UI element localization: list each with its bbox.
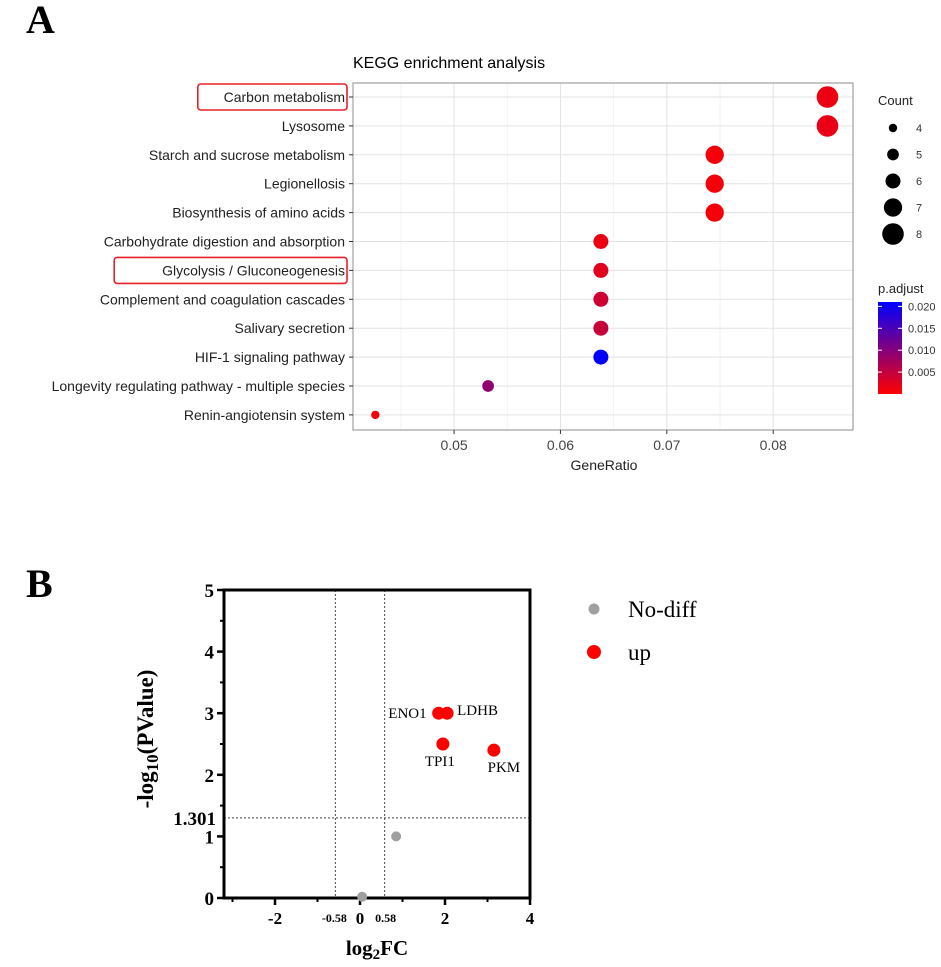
legend-label: up bbox=[628, 640, 651, 665]
data-point bbox=[440, 706, 454, 720]
panel-a-label: A bbox=[26, 0, 55, 42]
y-tick-label: Glycolysis / Gluconeogenesis bbox=[162, 262, 345, 278]
data-point bbox=[705, 145, 724, 164]
x-tick-label: 0.08 bbox=[760, 437, 787, 453]
point-label: PKM bbox=[488, 760, 521, 776]
data-point bbox=[371, 410, 380, 420]
y-axis-label-tail: (PValue) bbox=[133, 670, 158, 755]
legend-marker bbox=[588, 603, 600, 615]
y-tick-label: Renin-angiotensin system bbox=[184, 407, 345, 423]
x-axis-label: log2FC bbox=[346, 936, 408, 963]
x-axis-label: GeneRatio bbox=[571, 457, 638, 473]
colorbar-label: 0.010 bbox=[908, 345, 936, 357]
data-point bbox=[816, 86, 839, 108]
x-axis-label-tail: FC bbox=[380, 936, 408, 960]
colorbar-label: 0.015 bbox=[908, 323, 936, 335]
y-tick-label: 1 bbox=[205, 827, 215, 848]
data-point bbox=[593, 262, 609, 278]
y-tick-label: 3 bbox=[205, 704, 215, 725]
data-point bbox=[593, 234, 609, 249]
color-legend-title: p.adjust bbox=[878, 281, 924, 296]
legend-label: No-diff bbox=[628, 597, 697, 622]
y-tick-label: 0 bbox=[205, 889, 215, 910]
point-label: ENO1 bbox=[388, 706, 426, 722]
y-axis-label: -log10(PValue) bbox=[133, 670, 162, 809]
size-legend-title: Count bbox=[878, 93, 913, 108]
x-axis-label-main: log bbox=[346, 936, 373, 960]
y-tick-label: Complement and coagulation cascades bbox=[100, 291, 345, 307]
y-tick-label: Starch and sucrose metabolism bbox=[149, 147, 345, 163]
y-tick-label: Salivary secretion bbox=[235, 320, 346, 336]
chart-title: KEGG enrichment analysis bbox=[353, 55, 545, 72]
size-legend-label: 4 bbox=[916, 123, 922, 135]
data-point bbox=[357, 891, 368, 902]
y-tick-label: 5 bbox=[205, 581, 215, 602]
y-tick-label: Longevity regulating pathway - multiple … bbox=[52, 378, 345, 394]
y-tick-label: Carbohydrate digestion and absorption bbox=[104, 234, 345, 250]
size-legend-label: 5 bbox=[916, 150, 922, 162]
colorbar-label: 0.020 bbox=[908, 301, 936, 313]
data-point bbox=[593, 320, 609, 336]
data-point bbox=[705, 174, 724, 193]
x-tick-label: 0.06 bbox=[547, 437, 574, 453]
x-tick-label: 0 bbox=[356, 909, 365, 928]
y-tick-label: 2 bbox=[205, 766, 215, 787]
plot-border bbox=[352, 82, 854, 431]
x-tick-label: 0.05 bbox=[440, 437, 467, 453]
kegg-dotplot: KEGG enrichment analysis Carbon metabolis… bbox=[52, 55, 936, 473]
highlight-box bbox=[197, 83, 348, 111]
data-point bbox=[482, 380, 494, 392]
y-tick-label: HIF-1 signaling pathway bbox=[195, 349, 345, 365]
panel-b-label: B bbox=[26, 561, 53, 606]
plot-area bbox=[353, 83, 853, 430]
fc-threshold-label: -0.58 bbox=[322, 911, 347, 925]
size-legend-marker bbox=[885, 173, 901, 189]
data-point bbox=[487, 743, 501, 757]
y-tick-label: 4 bbox=[205, 643, 215, 664]
y-axis-label-main: -log bbox=[133, 771, 158, 809]
x-tick-label: 4 bbox=[526, 909, 535, 928]
colorbar-label: 0.005 bbox=[908, 367, 936, 379]
legend-marker bbox=[587, 645, 601, 659]
size-legend-marker bbox=[887, 148, 899, 161]
y-axis-label-sub: 10 bbox=[143, 754, 162, 771]
x-axis-label-sub: 2 bbox=[373, 947, 381, 963]
point-label: LDHB bbox=[457, 703, 498, 719]
y-tick-label: Legionellosis bbox=[264, 176, 345, 192]
fc-threshold-label: 0.58 bbox=[375, 911, 396, 925]
size-legend-label: 8 bbox=[916, 229, 922, 241]
size-legend-label: 6 bbox=[916, 176, 922, 188]
size-legend-label: 7 bbox=[916, 203, 922, 215]
data-point bbox=[391, 831, 402, 842]
y-tick-label: Biosynthesis of amino acids bbox=[172, 205, 345, 221]
data-point bbox=[816, 115, 839, 137]
size-legend-marker bbox=[888, 123, 898, 133]
x-tick-label: -2 bbox=[268, 909, 282, 928]
y-tick-label: Carbon metabolism bbox=[224, 89, 345, 105]
x-tick-label: 2 bbox=[441, 909, 450, 928]
point-label: TPI1 bbox=[425, 754, 455, 770]
colorbar bbox=[878, 302, 902, 394]
size-legend-marker bbox=[883, 198, 903, 217]
data-point bbox=[436, 737, 450, 751]
x-tick-label: 0.07 bbox=[653, 437, 680, 453]
data-point bbox=[593, 349, 609, 365]
highlight-box bbox=[113, 256, 348, 285]
data-point bbox=[705, 203, 724, 222]
y-tick-label: Lysosome bbox=[282, 118, 346, 134]
data-point bbox=[593, 291, 609, 307]
pvalue-threshold-label: 1.301 bbox=[173, 809, 216, 830]
plot-frame bbox=[222, 588, 532, 900]
size-legend-marker bbox=[882, 223, 904, 245]
